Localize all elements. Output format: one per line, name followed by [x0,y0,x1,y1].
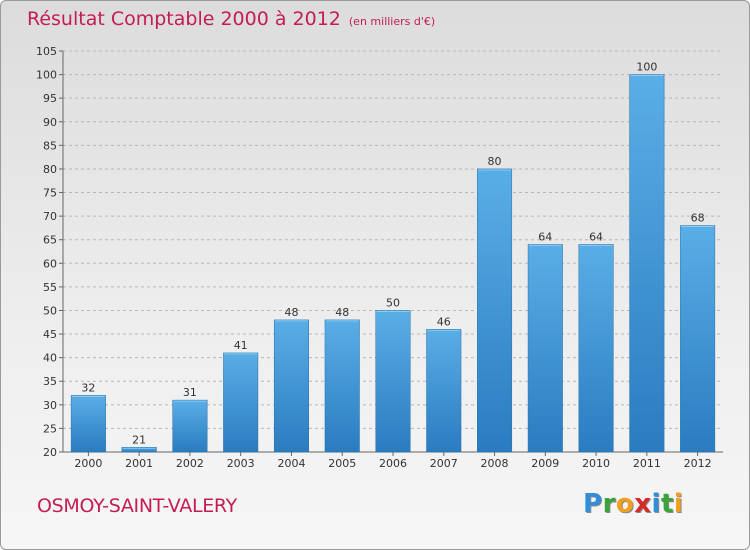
bar [324,319,360,453]
value-label: 48 [284,306,298,319]
value-labels: 32 21 31 41 48 48 50 46 80 64 64 100 68 [81,61,704,447]
bar [680,225,716,453]
x-tick-label: 2000 [74,457,102,470]
logo-letter: P [583,489,603,519]
value-label: 46 [437,315,451,328]
y-tick-label: 35 [43,375,57,388]
bar [273,319,309,453]
x-tick-label: 2010 [582,457,610,470]
bar [527,244,563,453]
value-label: 41 [234,339,248,352]
y-tick-label: 50 [43,304,57,317]
y-tick-label: 105 [36,45,57,58]
y-tick-label: 75 [43,187,57,200]
chart-subtitle: (en milliers d'€) [348,15,436,28]
value-label: 100 [636,61,657,74]
y-tick-label: 55 [43,281,57,294]
y-tick-label: 25 [43,422,57,435]
x-tick-label: 2011 [633,457,661,470]
logo-letter: t [660,489,674,519]
x-tick-label: 2004 [277,457,305,470]
bar [70,395,106,453]
x-tick-label: 2007 [430,457,458,470]
value-label: 48 [335,306,349,319]
bar [121,447,157,453]
bar [629,74,665,453]
y-tick-label: 90 [43,116,57,129]
chart-title: Résultat Comptable 2000 à 2012 (en millie… [27,8,435,30]
bar [477,168,513,453]
value-label: 64 [538,230,552,243]
y-tick-label: 60 [43,257,57,270]
logo-letter: i [673,489,684,519]
logo-letter: i [651,489,661,519]
x-tick-label: 2003 [227,457,255,470]
y-tick-label: 85 [43,139,57,152]
bar [223,352,259,453]
logo-letter: r [602,489,616,519]
value-label: 68 [691,212,705,225]
y-tick-label: 40 [43,352,57,365]
proxiti-logo: Proxiti [583,489,683,519]
x-tick-label: 2012 [684,457,712,470]
y-tick-label: 100 [36,69,57,82]
value-label: 50 [386,296,400,309]
y-tick-label: 80 [43,163,57,176]
x-tick-label: 2005 [328,457,356,470]
logo-letter: o [615,489,635,519]
value-label: 80 [488,155,502,168]
x-tick-label: 2006 [379,457,407,470]
value-label: 32 [81,381,95,394]
y-tick-label: 70 [43,210,57,223]
commune-name: OSMOY-SAINT-VALERY [37,495,237,517]
y-tick-label: 30 [43,399,57,412]
y-tick-label: 45 [43,328,57,341]
x-tick-label: 2002 [176,457,204,470]
y-tick-label: 20 [43,446,57,459]
value-label: 64 [589,230,603,243]
bar [578,244,614,453]
bar [426,329,462,453]
bar [375,310,411,453]
x-tick-label: 2009 [531,457,559,470]
y-tick-label: 95 [43,92,57,105]
bar [172,399,208,453]
bars [70,74,716,453]
chart-title-text: Résultat Comptable 2000 à 2012 [27,8,341,30]
x-tick-label: 2001 [125,457,153,470]
value-label: 21 [132,433,146,446]
logo-letter: x [634,489,652,519]
x-tick-label: 2008 [481,457,509,470]
y-tick-label: 65 [43,234,57,247]
value-label: 31 [183,386,197,399]
